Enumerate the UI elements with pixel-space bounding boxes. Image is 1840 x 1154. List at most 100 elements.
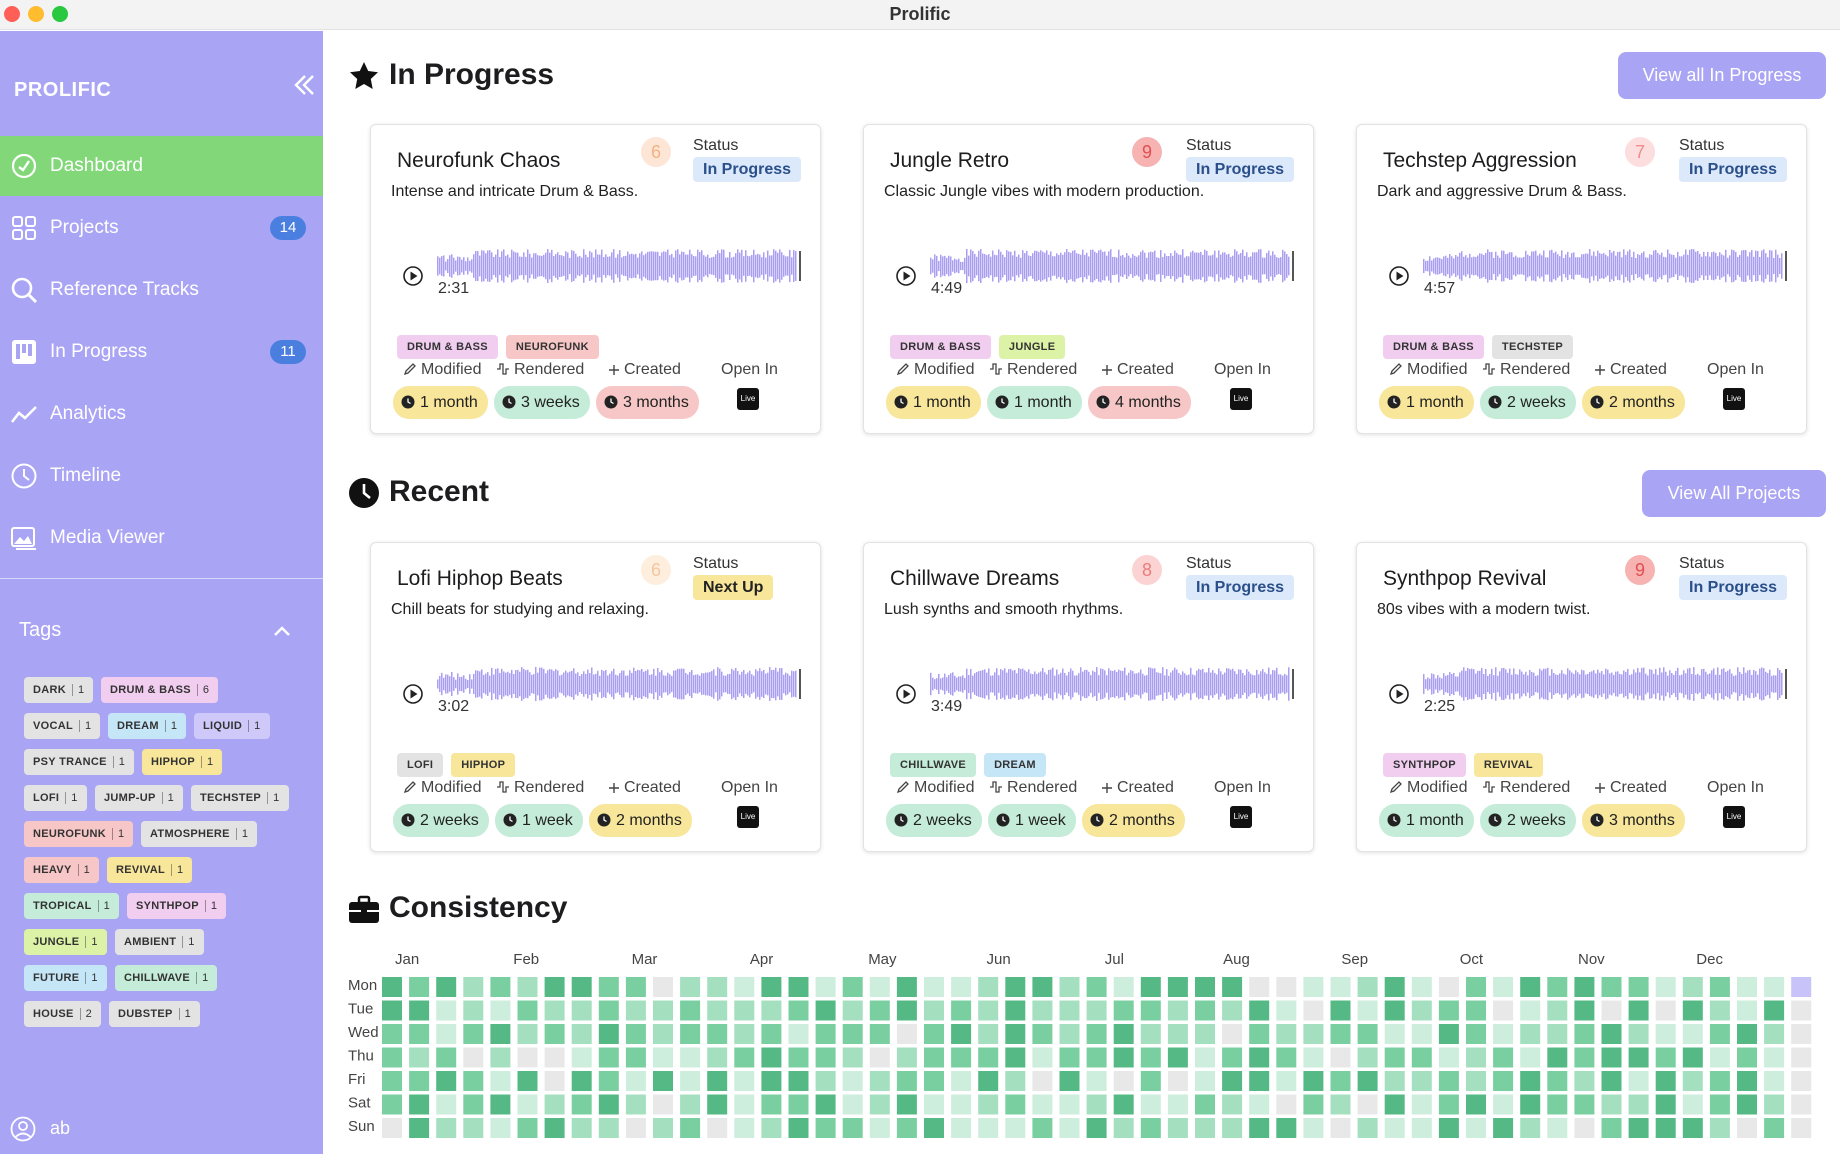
view-all-projects-button[interactable]: View All Projects xyxy=(1642,470,1826,517)
heatmap-cell xyxy=(1574,1024,1595,1044)
ableton-live-icon[interactable]: Live xyxy=(1723,806,1745,828)
nav-item-reference-tracks[interactable]: Reference Tracks xyxy=(0,260,323,320)
project-card[interactable]: Chillwave Dreams 8 Status In Progress Lush s… xyxy=(863,542,1314,852)
project-tag[interactable]: DREAM xyxy=(984,753,1046,777)
heatmap-cell xyxy=(1222,1118,1243,1138)
sidebar-tag[interactable]: TECHSTEP 1 xyxy=(191,785,289,811)
sidebar-tag[interactable]: TROPICAL 1 xyxy=(24,893,120,919)
play-icon[interactable] xyxy=(403,266,423,286)
waveform[interactable] xyxy=(930,249,1295,283)
project-tag[interactable]: SYNTHPOP xyxy=(1383,753,1466,777)
nav-item-dashboard[interactable]: Dashboard xyxy=(0,136,323,196)
status-badge[interactable]: In Progress xyxy=(693,157,802,182)
heatmap-cell xyxy=(1140,1024,1161,1044)
project-card[interactable]: Synthpop Revival 9 Status In Progress 80s vi… xyxy=(1356,542,1807,852)
sidebar-tag[interactable]: DRUM & BASS 6 xyxy=(101,677,219,703)
sidebar-tag[interactable]: JUMP-UP 1 xyxy=(95,785,184,811)
heatmap-cell xyxy=(1140,1000,1161,1021)
project-tag[interactable]: DRUM & BASS xyxy=(1383,335,1484,359)
minimize-window-button[interactable] xyxy=(28,6,44,22)
sidebar-tag[interactable]: DREAM 1 xyxy=(108,713,187,739)
close-window-button[interactable] xyxy=(4,6,20,22)
clock-icon xyxy=(1488,812,1507,829)
nav-item-in-progress[interactable]: In Progress 11 xyxy=(0,322,323,382)
project-tags: DRUM & BASS NEUROFUNK xyxy=(397,335,607,359)
waveform[interactable] xyxy=(437,667,802,701)
play-icon[interactable] xyxy=(403,684,423,704)
heatmap-cell xyxy=(1411,1071,1432,1091)
project-card[interactable]: Lofi Hiphop Beats 6 Status Next Up Chill bea… xyxy=(370,542,821,852)
nav-item-timeline[interactable]: Timeline xyxy=(0,446,323,506)
ableton-live-icon[interactable]: Live xyxy=(1723,388,1745,410)
project-tag[interactable]: REVIVAL xyxy=(1473,753,1543,777)
status-badge[interactable]: In Progress xyxy=(1186,157,1295,182)
heatmap-cell xyxy=(1303,1000,1324,1021)
sidebar-tag[interactable]: HEAVY 1 xyxy=(24,857,100,883)
heatmap-cell xyxy=(1655,1000,1676,1021)
play-icon[interactable] xyxy=(896,266,916,286)
project-tag[interactable]: TECHSTEP xyxy=(1491,335,1573,359)
status-badge[interactable]: In Progress xyxy=(1679,575,1788,600)
ableton-live-icon[interactable]: Live xyxy=(1230,806,1252,828)
sidebar-tag[interactable]: FUTURE 1 xyxy=(24,965,107,991)
ableton-live-icon[interactable]: Live xyxy=(1230,388,1252,410)
heatmap-cell xyxy=(680,977,701,997)
sidebar-tag[interactable]: AMBIENT 1 xyxy=(115,929,204,955)
sidebar-tag[interactable]: PSY TRANCE 1 xyxy=(24,749,135,775)
heatmap-cell xyxy=(1601,1024,1622,1044)
sidebar-tag[interactable]: LIQUID 1 xyxy=(194,713,270,739)
tag-count: 2 xyxy=(79,1008,93,1020)
nav-item-projects[interactable]: Projects 14 xyxy=(0,198,323,258)
heatmap-cell xyxy=(1005,1024,1026,1044)
play-icon[interactable] xyxy=(1389,266,1409,286)
waveform[interactable] xyxy=(1423,249,1788,283)
waveform[interactable] xyxy=(437,249,802,283)
heatmap-cell xyxy=(869,1094,890,1115)
sidebar-tag[interactable]: CHILLWAVE 1 xyxy=(115,965,218,991)
heatmap-cell xyxy=(490,977,511,997)
project-tag[interactable]: HIPHOP xyxy=(451,753,516,777)
nav-item-analytics[interactable]: Analytics xyxy=(0,384,323,444)
sidebar-tag[interactable]: HOUSE 2 xyxy=(24,1001,102,1027)
heatmap-cell xyxy=(1303,1094,1324,1115)
view-all-in-progress-button[interactable]: View all In Progress xyxy=(1618,52,1826,99)
waveform[interactable] xyxy=(1423,667,1788,701)
project-card[interactable]: Neurofunk Chaos 6 Status In Progress Intense… xyxy=(370,124,821,434)
play-icon[interactable] xyxy=(1389,684,1409,704)
nav-item-media-viewer[interactable]: Media Viewer xyxy=(0,508,323,568)
project-tag[interactable]: JUNGLE xyxy=(998,335,1066,359)
sidebar-tag[interactable]: VOCAL 1 xyxy=(24,713,101,739)
rendered-pill: 1 month xyxy=(987,386,1082,419)
project-card[interactable]: Jungle Retro 9 Status In Progress Classic Ju… xyxy=(863,124,1314,434)
zoom-window-button[interactable] xyxy=(52,6,68,22)
status-badge[interactable]: In Progress xyxy=(1186,575,1295,600)
status-badge[interactable]: Next Up xyxy=(693,575,774,600)
play-icon[interactable] xyxy=(896,684,916,704)
sidebar-tag[interactable]: HIPHOP 1 xyxy=(142,749,223,775)
collapse-sidebar-button[interactable] xyxy=(290,71,326,107)
ableton-live-icon[interactable]: Live xyxy=(737,388,759,410)
project-tag[interactable]: DRUM & BASS xyxy=(890,335,991,359)
sidebar-tag[interactable]: JUNGLE 1 xyxy=(24,929,107,955)
sidebar-tag[interactable]: LOFI 1 xyxy=(24,785,87,811)
project-tag[interactable]: CHILLWAVE xyxy=(890,753,977,777)
waveform-icon xyxy=(496,779,514,796)
project-tag[interactable]: NEUROFUNK xyxy=(505,335,599,359)
waveform[interactable] xyxy=(930,667,1295,701)
open-in-label: Open In xyxy=(1214,779,1271,796)
project-tag[interactable]: LOFI xyxy=(397,753,444,777)
sidebar-tag[interactable]: DUBSTEP 1 xyxy=(109,1001,201,1027)
project-title: Synthpop Revival xyxy=(1383,567,1547,590)
sidebar-tag[interactable]: DARK 1 xyxy=(24,677,94,703)
project-card[interactable]: Techstep Aggression 7 Status In Progress Dar… xyxy=(1356,124,1807,434)
heatmap-cell xyxy=(463,1024,484,1044)
heatmap-cell xyxy=(1086,1047,1107,1068)
chevron-up-icon[interactable] xyxy=(272,621,292,641)
sidebar-tag[interactable]: ATMOSPHERE 1 xyxy=(141,821,258,847)
ableton-live-icon[interactable]: Live xyxy=(737,806,759,828)
project-tag[interactable]: DRUM & BASS xyxy=(397,335,498,359)
sidebar-tag[interactable]: NEUROFUNK 1 xyxy=(24,821,134,847)
status-badge[interactable]: In Progress xyxy=(1679,157,1788,182)
sidebar-tag[interactable]: SYNTHPOP 1 xyxy=(127,893,227,919)
sidebar-tag[interactable]: REVIVAL 1 xyxy=(107,857,193,883)
